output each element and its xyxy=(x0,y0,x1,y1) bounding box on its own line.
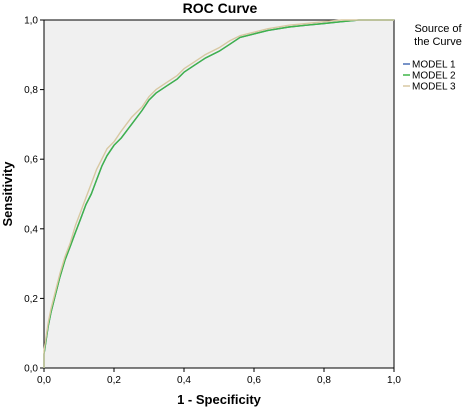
legend-entry-label: MODEL 3 xyxy=(412,82,456,93)
y-axis-label: Sensitivity xyxy=(0,161,15,227)
y-tick-label: 1,0 xyxy=(24,16,38,27)
x-tick-label: 0,8 xyxy=(317,375,331,386)
y-tick-label: 0,4 xyxy=(24,224,38,235)
x-tick-label: 1,0 xyxy=(387,375,401,386)
series-line-model-2 xyxy=(43,19,394,368)
x-tick-label: 0,0 xyxy=(37,375,51,386)
legend-entry-label: MODEL 2 xyxy=(412,71,456,82)
x-tick-label: 0,6 xyxy=(247,375,261,386)
x-tick-label: 0,4 xyxy=(177,375,191,386)
y-tick-label: 0,8 xyxy=(24,85,38,96)
legend-title-line-1: Source of xyxy=(414,23,462,35)
axis-ticks: 0,0 0,2 0,4 0,6 0,8 1,0 0,0 0,2 0,4 0,6 0,8 1,0 xyxy=(24,16,401,387)
x-tick-label: 0,2 xyxy=(107,375,121,386)
chart-title: ROC Curve xyxy=(183,0,258,16)
legend-title-line-2: the Curve xyxy=(414,36,462,48)
y-tick-label: 0,2 xyxy=(24,294,38,305)
legend-entry-label: MODEL 1 xyxy=(412,60,456,71)
series-line-model-3 xyxy=(43,19,394,368)
x-axis-label: 1 - Specificity xyxy=(177,392,262,407)
series-lines xyxy=(43,19,394,368)
y-tick-label: 0,6 xyxy=(24,155,38,166)
y-tick-label: 0,0 xyxy=(24,364,38,375)
plot-area xyxy=(43,19,395,369)
